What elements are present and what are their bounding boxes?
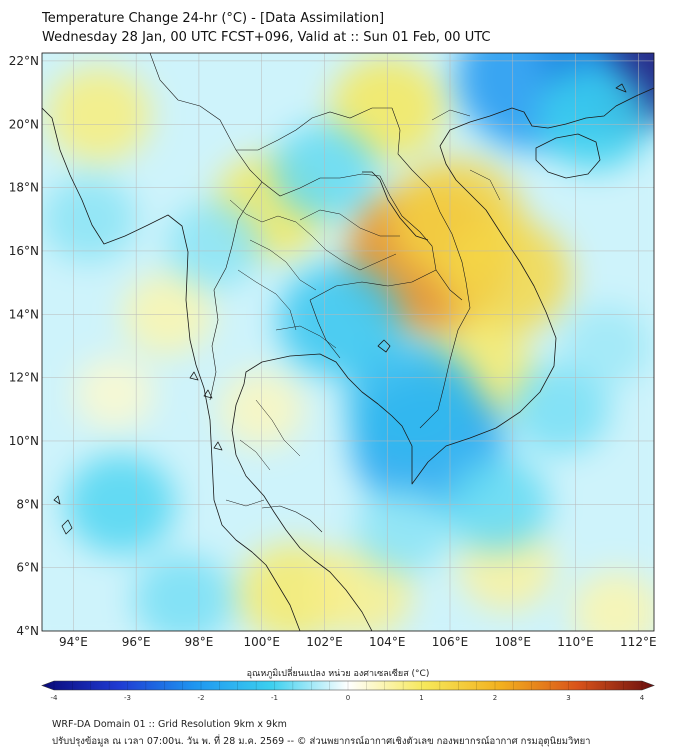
latitude-label: 10°N bbox=[9, 434, 39, 448]
footer-model-info: WRF-DA Domain 01 :: Grid Resolution 9km … bbox=[52, 719, 287, 730]
latitude-label: 16°N bbox=[9, 244, 39, 258]
latitude-labels: 22°N 20°N 18°N 16°N 14°N 12°N 10°N 8°N 6°N 4°N bbox=[9, 54, 39, 638]
coastline-island bbox=[377, 339, 391, 353]
anomaly-cell bbox=[355, 486, 451, 573]
latitude-label: 18°N bbox=[9, 181, 39, 195]
longitude-label: 94°E bbox=[59, 635, 88, 649]
graticule bbox=[42, 53, 654, 631]
longitude-label: 96°E bbox=[122, 635, 151, 649]
footer-credit: ปรับปรุงข้อมูล ณ เวลา 07:00น. วัน พ. ที่… bbox=[52, 736, 591, 747]
longitude-labels: 94°E 96°E 98°E 100°E 102°E 104°E 106°E 108°E 110… bbox=[59, 635, 657, 649]
country-borders bbox=[149, 53, 501, 533]
border-laos-vietnam bbox=[391, 107, 467, 283]
border-malaysia-thailand bbox=[261, 505, 323, 533]
anomaly-cell bbox=[442, 217, 571, 335]
coastline-island bbox=[203, 389, 213, 399]
chart-subtitle: Wednesday 28 Jan, 00 UTC FCST+096, Valid… bbox=[42, 30, 491, 45]
colorbar-tick-label: -4 bbox=[51, 694, 59, 700]
anomaly-cell bbox=[167, 201, 263, 288]
anomaly-cell bbox=[42, 176, 137, 263]
colorbar-bar bbox=[41, 680, 655, 691]
coastline-island bbox=[61, 519, 73, 535]
longitude-label: 102°E bbox=[306, 635, 343, 649]
colorbar-tick-label: 0 bbox=[346, 694, 350, 700]
colorbar-tick-label: -1 bbox=[271, 694, 278, 700]
coastline-island bbox=[615, 83, 627, 93]
latitude-label: 22°N bbox=[9, 54, 39, 68]
border-cambodia-thailand bbox=[309, 269, 463, 301]
longitude-label: 104°E bbox=[369, 635, 406, 649]
border-thailand-laos bbox=[261, 173, 437, 271]
anomaly-cell bbox=[509, 363, 610, 455]
latitude-label: 6°N bbox=[16, 561, 39, 575]
longitude-label: 108°E bbox=[495, 635, 532, 649]
longitude-label: 106°E bbox=[432, 635, 469, 649]
anomaly-cell bbox=[537, 65, 652, 170]
anomaly-cell bbox=[133, 553, 234, 631]
colorbar-tick-label: -3 bbox=[124, 694, 131, 700]
chart-title: Temperature Change 24-hr (°C) - [Data As… bbox=[42, 11, 385, 26]
longitude-label: 110°E bbox=[557, 635, 594, 649]
latitude-label: 4°N bbox=[16, 624, 39, 638]
anomaly-cell bbox=[46, 67, 151, 163]
colorbar-tick-label: 3 bbox=[566, 694, 570, 700]
anomaly-cell bbox=[571, 571, 654, 631]
border-cambodia-vietnam bbox=[419, 281, 471, 429]
longitude-label: 98°E bbox=[184, 635, 213, 649]
coastline-island bbox=[189, 371, 199, 381]
anomaly-field bbox=[42, 53, 654, 631]
map-frame bbox=[41, 52, 655, 632]
border-cambodia-thailand-coast bbox=[309, 299, 341, 359]
longitude-label: 100°E bbox=[243, 635, 280, 649]
colorbar-tick-label: 4 bbox=[640, 694, 645, 700]
colorbar-label: อุณหภูมิเปลี่ยนแปลง หน่วย องศาเซลเซียส (… bbox=[246, 669, 430, 679]
border-myanmar-china bbox=[149, 53, 263, 183]
latitude-label: 8°N bbox=[16, 497, 39, 511]
temperature-change-map: 22°N 20°N 18°N 16°N 14°N 12°N 10°N 8°N 6°N 4°N 94… bbox=[9, 52, 657, 700]
coastline-island bbox=[53, 495, 61, 505]
province-lines bbox=[225, 109, 501, 507]
anomaly-cell bbox=[278, 264, 403, 378]
latitude-label: 12°N bbox=[9, 371, 39, 385]
border-myanmar-thailand bbox=[209, 181, 263, 401]
coastlines bbox=[42, 83, 654, 631]
anomaly-cell bbox=[561, 304, 653, 387]
coastline-hainan bbox=[535, 133, 601, 179]
border-laos-china bbox=[236, 107, 392, 151]
colorbar-tick-label: 1 bbox=[419, 694, 423, 700]
border-laos-cambodia bbox=[362, 171, 429, 241]
anomaly-cell bbox=[345, 342, 480, 464]
coastline-mainland bbox=[42, 87, 654, 631]
colorbar-tick-label: -2 bbox=[198, 694, 205, 700]
longitude-label: 112°E bbox=[620, 635, 657, 649]
colorbar: -4 -3 -2 -1 0 1 2 3 4 bbox=[41, 680, 655, 700]
latitude-label: 20°N bbox=[9, 117, 39, 131]
colorbar-tick-label: 2 bbox=[493, 694, 497, 700]
latitude-label: 14°N bbox=[9, 307, 39, 321]
anomaly-cell bbox=[73, 356, 155, 431]
coastline-island bbox=[213, 441, 223, 451]
